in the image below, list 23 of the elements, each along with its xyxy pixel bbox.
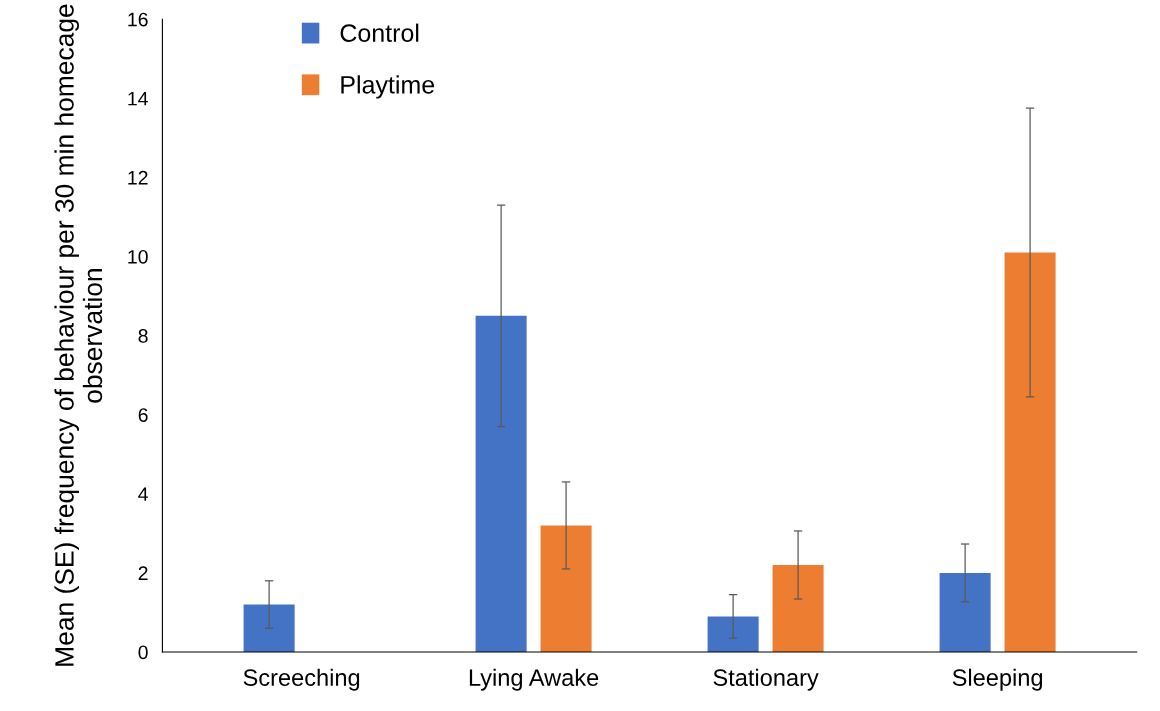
y-tick-label: 12 [128, 170, 148, 185]
x-tick-label: Screeching [243, 668, 360, 691]
x-tick-label: Stationary [713, 668, 819, 691]
y-tick-label: 2 [138, 566, 148, 580]
y-tick-label: 8 [138, 329, 148, 343]
y-axis-title: Mean (SE) frequency of behaviour per 30 min homecage observation [54, 4, 103, 666]
bar [243, 604, 295, 652]
bar [475, 315, 527, 652]
y-tick-label: 10 [128, 249, 148, 264]
y-tick-label: 0 [138, 645, 148, 660]
bar [1004, 252, 1056, 652]
legend-label: Playtime [341, 75, 435, 99]
x-tick-label: Sleeping [952, 668, 1043, 691]
bar [540, 525, 592, 652]
legend-label: Control [340, 23, 419, 42]
bar [939, 572, 991, 652]
y-tick-label: 14 [128, 91, 148, 106]
y-tick-label: 16 [128, 12, 148, 27]
y-tick-label: 4 [138, 487, 148, 501]
x-tick-label: Lying Awake [469, 668, 599, 691]
bar [772, 564, 824, 652]
y-tick-label: 6 [138, 408, 148, 422]
bar [707, 616, 759, 652]
